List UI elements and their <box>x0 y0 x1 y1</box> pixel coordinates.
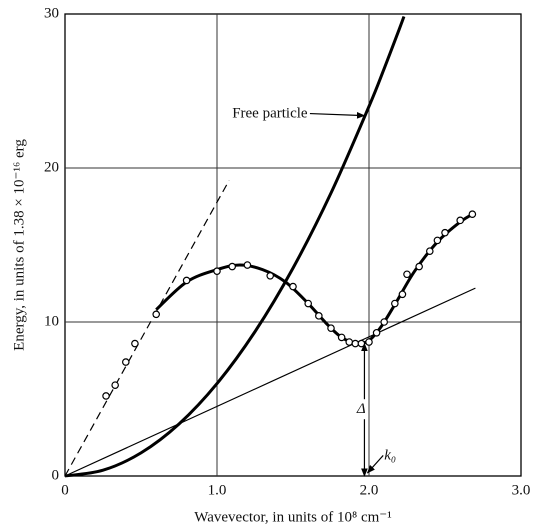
plot-frame <box>64 13 522 477</box>
annotation: Δ <box>356 401 366 417</box>
data-point <box>441 228 449 237</box>
data-point <box>111 381 119 389</box>
data-point <box>131 339 139 348</box>
x-tick-label: 2.0 <box>360 482 379 498</box>
data-point <box>456 216 465 225</box>
annotation: k₀ <box>384 447 396 463</box>
data-point <box>425 247 434 255</box>
data-point <box>337 333 346 342</box>
data-point <box>327 324 335 332</box>
data-point <box>403 270 411 279</box>
annotation-arrow <box>366 455 384 474</box>
series-line <box>64 180 230 477</box>
data-point <box>468 210 477 219</box>
series-line <box>155 211 477 346</box>
x-tick-label: 0 <box>61 482 69 498</box>
data-point <box>415 262 423 271</box>
data-point <box>243 261 252 269</box>
data-point <box>433 236 442 245</box>
data-point <box>228 262 237 271</box>
data-point <box>122 358 130 366</box>
y-axis-title: Energy, in units of 1.38 × 10⁻¹⁶ erg <box>11 139 27 351</box>
data-point <box>213 267 221 275</box>
data-point <box>289 282 297 291</box>
data-point <box>345 338 354 346</box>
data-point <box>398 290 407 299</box>
series-line <box>64 15 406 478</box>
data-point <box>351 339 360 348</box>
data-point <box>372 328 381 337</box>
series-line <box>64 287 476 477</box>
x-tick-label: 1.0 <box>208 482 227 498</box>
x-tick-label: 3.0 <box>512 482 531 498</box>
y-tick-label: 0 <box>52 467 60 483</box>
data-point <box>365 338 373 346</box>
data-point <box>380 318 389 326</box>
x-axis-title: Wavevector, in units of 10⁸ cm⁻¹ <box>194 509 391 525</box>
y-tick-label: 30 <box>44 5 59 21</box>
data-point <box>102 392 110 400</box>
data-point <box>391 299 399 308</box>
data-point <box>182 276 191 285</box>
data-point <box>357 339 366 348</box>
y-tick-label: 10 <box>44 313 59 329</box>
annotation-arrow <box>309 111 366 119</box>
data-point <box>315 312 323 320</box>
annotation: Free particle <box>232 106 308 122</box>
data-point <box>304 299 313 308</box>
y-tick-label: 20 <box>44 159 59 175</box>
data-point <box>266 271 275 280</box>
data-point <box>152 310 161 319</box>
